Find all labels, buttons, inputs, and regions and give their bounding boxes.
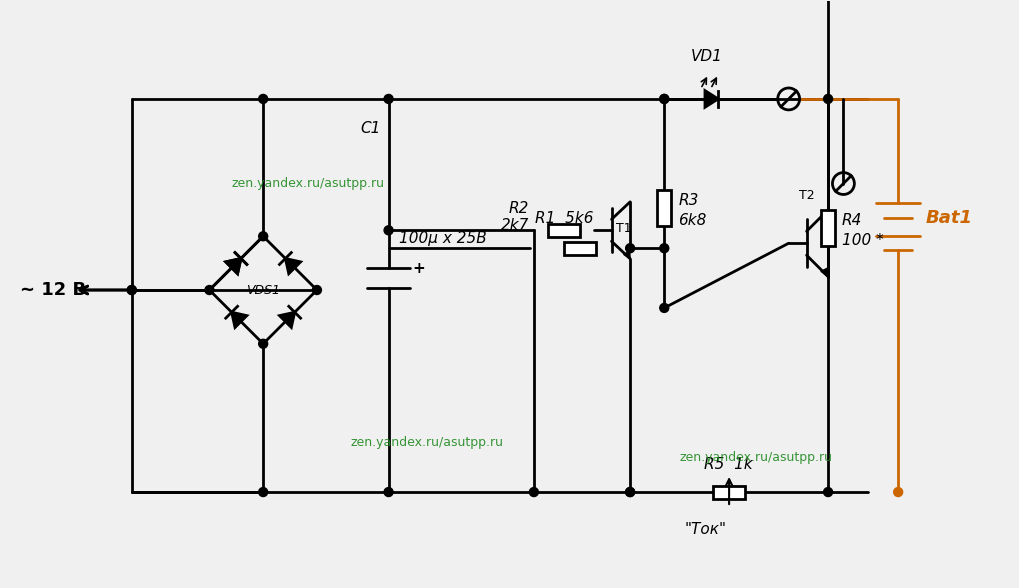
Circle shape [659,95,668,103]
Text: R3: R3 [679,193,699,208]
Text: 6k8: 6k8 [679,213,706,228]
Polygon shape [821,268,828,277]
Polygon shape [231,312,247,328]
Text: "Ток": "Ток" [685,522,727,537]
Polygon shape [624,251,630,259]
Text: Bat1: Bat1 [926,209,973,228]
Text: 100 *: 100 * [842,233,883,248]
Circle shape [626,487,635,496]
Text: R2: R2 [508,201,529,216]
Bar [821,211,835,246]
Circle shape [823,95,833,103]
Circle shape [313,286,321,295]
Text: 100μ х 25В: 100μ х 25В [398,230,486,246]
Bar [564,242,595,255]
Circle shape [127,286,137,295]
Circle shape [384,487,393,496]
Polygon shape [285,259,301,273]
Circle shape [894,487,903,496]
Text: +: + [413,260,425,276]
Circle shape [259,232,268,240]
Text: zen.yandex.ru/asutpp.ru: zen.yandex.ru/asutpp.ru [351,436,503,449]
Circle shape [205,286,214,295]
Circle shape [259,487,268,496]
Circle shape [127,286,137,295]
Circle shape [626,244,635,253]
Bar [548,224,580,237]
Polygon shape [279,312,294,328]
Text: C1: C1 [361,121,381,136]
Polygon shape [705,91,718,107]
Bar [713,486,745,499]
Circle shape [659,95,668,103]
Polygon shape [226,259,240,273]
Circle shape [259,95,268,103]
Circle shape [659,244,668,253]
Text: T2: T2 [799,189,814,202]
Circle shape [626,487,635,496]
Text: zen.yandex.ru/asutpp.ru: zen.yandex.ru/asutpp.ru [231,177,384,190]
Text: VD1: VD1 [691,49,722,64]
Text: 2k7: 2k7 [500,218,529,233]
Text: VDS1: VDS1 [247,283,280,296]
Bar [657,191,672,226]
Text: R1  5k6: R1 5k6 [535,211,593,226]
Circle shape [384,226,393,235]
Text: R5  1k: R5 1k [704,457,753,472]
Polygon shape [226,259,240,273]
Circle shape [823,487,833,496]
Text: R4: R4 [842,213,862,228]
Text: T1: T1 [616,222,632,235]
Text: zen.yandex.ru/asutpp.ru: zen.yandex.ru/asutpp.ru [680,451,833,464]
Text: ~ 12 В: ~ 12 В [20,281,87,299]
Circle shape [530,487,538,496]
Circle shape [659,303,668,312]
Circle shape [259,339,268,348]
Circle shape [384,95,393,103]
